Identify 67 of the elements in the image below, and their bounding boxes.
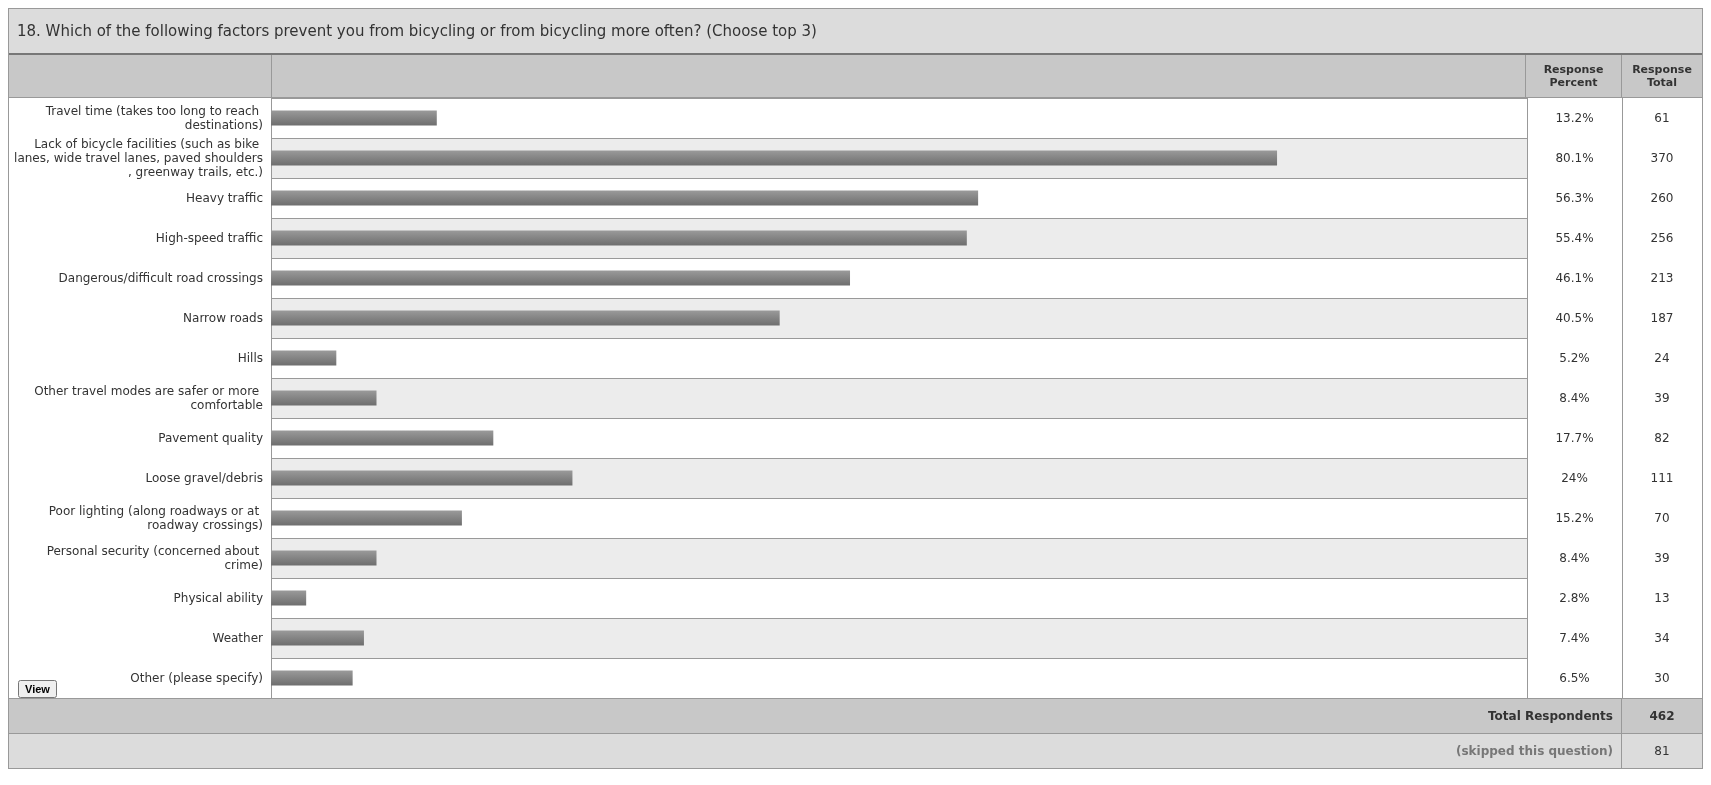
data-label: 40.5% — [1555, 311, 1594, 325]
bar — [271, 390, 377, 406]
text: 34 — [1654, 631, 1670, 645]
data-label: 8.4% — [1559, 391, 1590, 405]
data-label: 8.4% — [1559, 551, 1590, 565]
bar — [271, 270, 851, 286]
data-label: 7.4% — [1559, 631, 1590, 645]
text: 81 — [1621, 734, 1702, 768]
bar — [271, 670, 353, 686]
bar — [271, 110, 437, 126]
text: 70 — [1654, 511, 1670, 525]
y-tick-label: Weather — [212, 631, 264, 645]
bar — [271, 550, 377, 566]
data-label: 6.5% — [1559, 671, 1590, 685]
data-label: 80.1% — [1555, 151, 1594, 165]
text: Response Total — [1621, 55, 1702, 97]
data-label: 24% — [1561, 471, 1588, 485]
y-tick-label: Personal security (concerned about crime) — [46, 544, 263, 572]
y-tick-label: Physical ability — [173, 591, 263, 605]
bar — [271, 590, 307, 606]
y-tick-label: High-speed traffic — [155, 231, 263, 245]
text: 39 — [1654, 551, 1670, 565]
text: Response Percent — [1525, 55, 1621, 97]
bar — [271, 630, 364, 646]
bar — [271, 470, 573, 486]
bar — [271, 230, 967, 246]
y-tick-label: Poor lighting (along roadways or at roadway crossings) — [48, 504, 263, 532]
bar — [271, 310, 780, 326]
bar — [271, 350, 337, 366]
data-label: 2.8% — [1559, 591, 1590, 605]
y-tick-label: Heavy traffic — [186, 191, 263, 205]
data-label: 15.2% — [1555, 511, 1594, 525]
y-tick-label: Lack of bicycle facilities (such as bike lanes, wide travel lanes, paved shoulders, greenway trails, etc.) — [14, 137, 263, 179]
text: (skipped this question) — [1454, 743, 1614, 760]
bar — [271, 510, 462, 526]
text: Total Respondents — [1487, 708, 1614, 725]
bar — [271, 190, 979, 206]
text: 82 — [1654, 431, 1670, 445]
data-label: 55.4% — [1555, 231, 1594, 245]
y-tick-label: Hills — [237, 351, 263, 365]
data-label: 56.3% — [1555, 191, 1594, 205]
data-label: 17.7% — [1555, 431, 1594, 445]
text: 256 — [1650, 231, 1674, 245]
y-tick-label: Other travel modes are safer or more comfortable — [34, 384, 263, 412]
y-tick-label: Narrow roads — [183, 311, 263, 325]
y-tick-label: Other (please specify) — [130, 671, 263, 685]
text: 213 — [1650, 271, 1674, 285]
text: 111 — [1650, 471, 1674, 485]
bar — [271, 430, 494, 446]
y-tick-label: Pavement quality — [158, 431, 263, 445]
view-button: View — [18, 680, 57, 698]
text: 13 — [1654, 591, 1670, 605]
text: 260 — [1650, 191, 1674, 205]
text: 30 — [1654, 671, 1670, 685]
text: 39 — [1654, 391, 1670, 405]
text: 61 — [1654, 111, 1670, 125]
chart-title: 18. Which of the following factors prevent you from bicycling or from bicycling more often? (Choose top 3) — [9, 9, 1702, 55]
y-tick-label: Travel time (takes too long to reach destinations) — [44, 104, 263, 132]
text: 24 — [1654, 351, 1670, 365]
text: 187 — [1650, 311, 1674, 325]
text: 462 — [1621, 699, 1702, 733]
y-tick-label: Loose gravel/debris — [145, 471, 263, 485]
data-label: 5.2% — [1559, 351, 1590, 365]
data-label: 13.2% — [1555, 111, 1594, 125]
text: 370 — [1650, 151, 1674, 165]
y-tick-label: Dangerous/difficult road crossings — [58, 271, 263, 285]
data-label: 46.1% — [1555, 271, 1594, 285]
